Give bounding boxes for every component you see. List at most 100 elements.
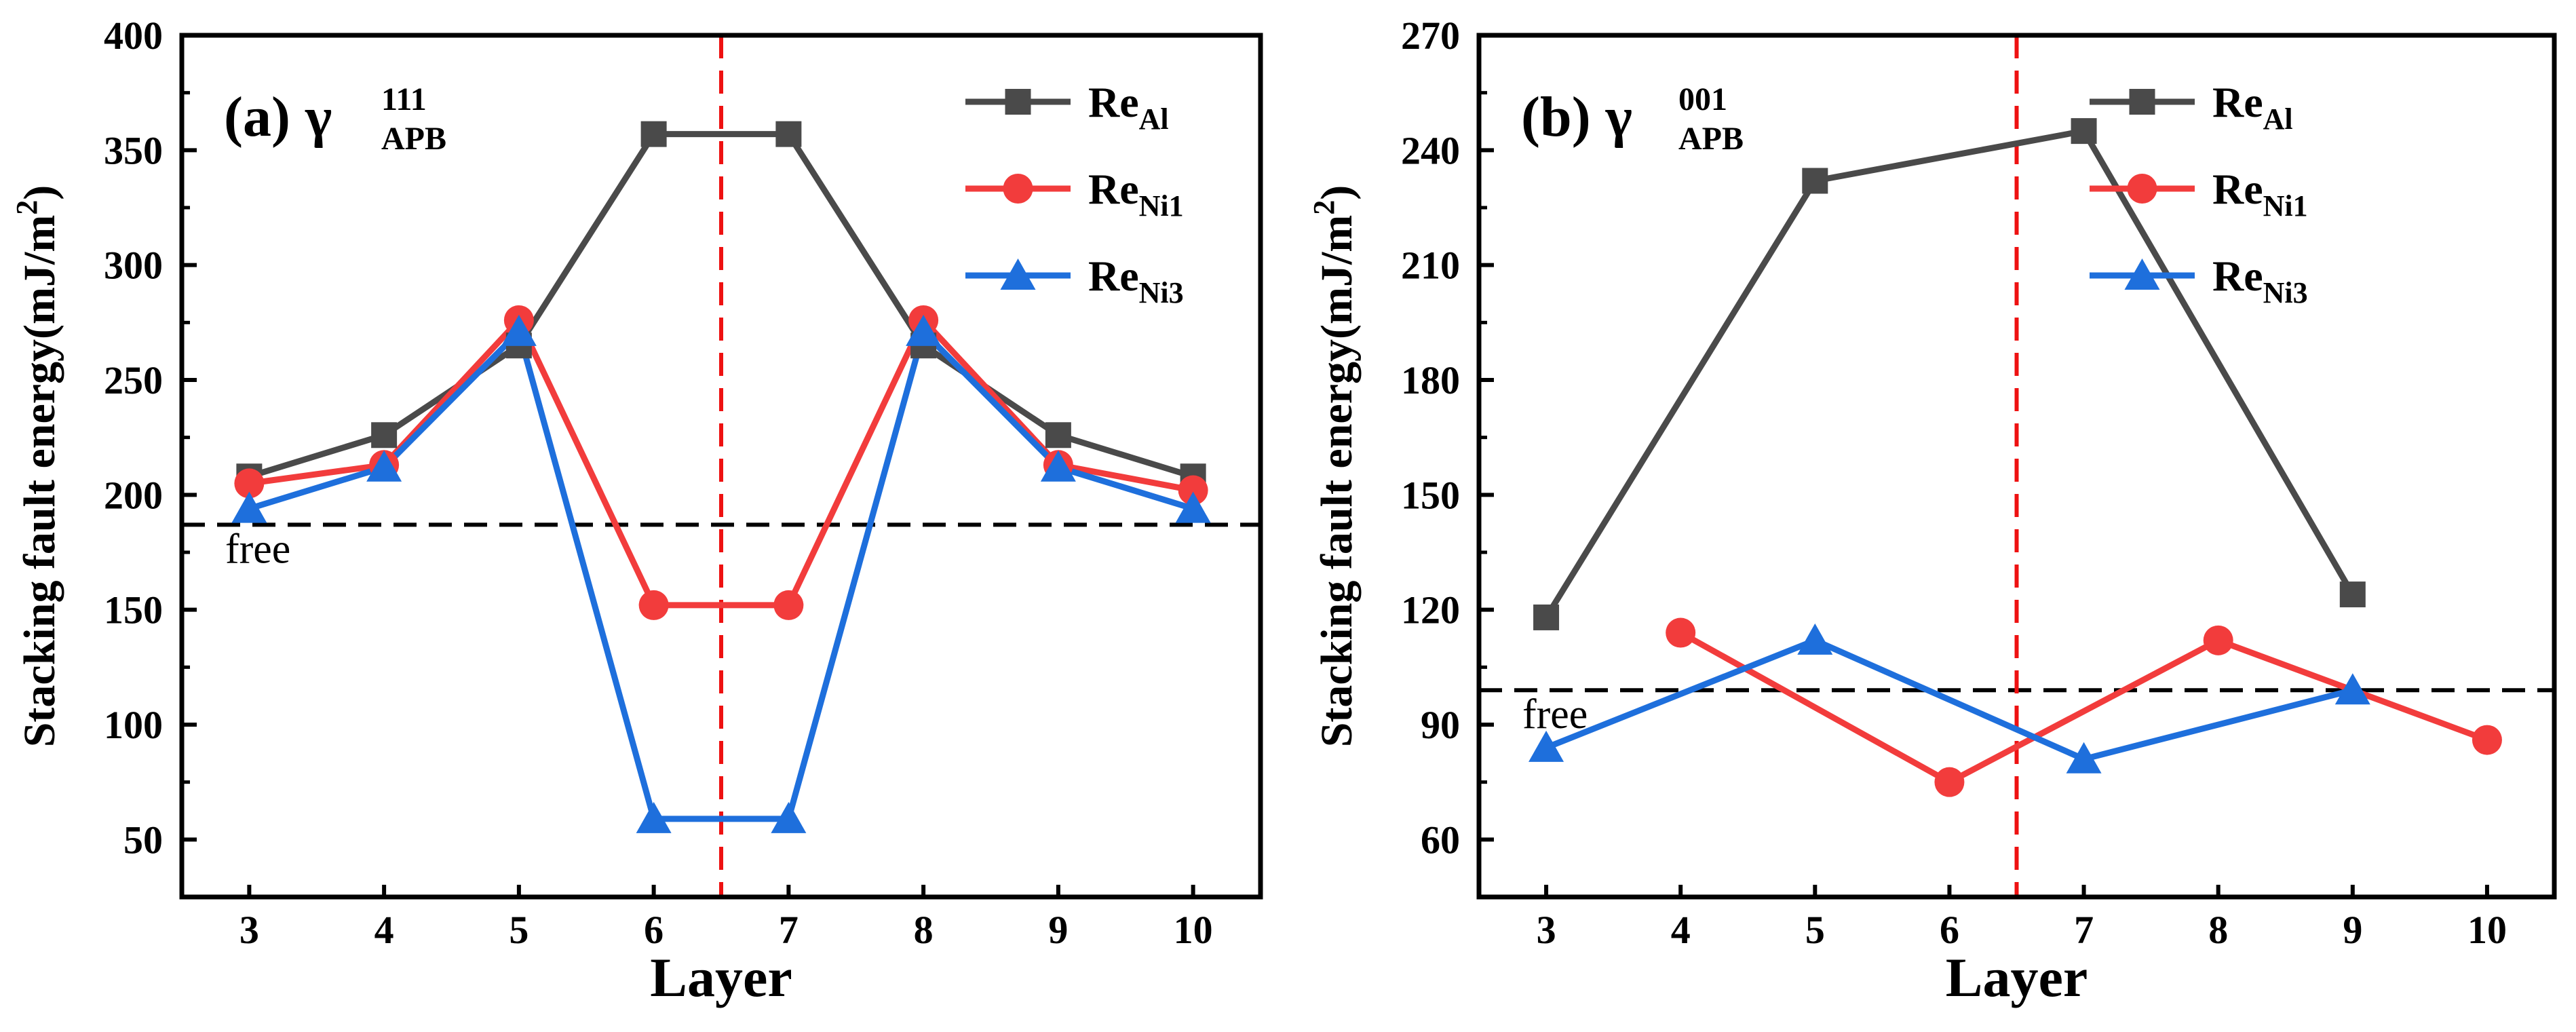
data-point-re-ni1-layer-7 [773,590,804,620]
series-line-re-ni3 [248,328,1194,822]
legend-label-sub: Al [2263,102,2293,136]
data-point-re-al-layer-9 [1045,422,1071,448]
legend-label: ReAl [2212,78,2293,136]
x-tick-label: 5 [509,908,528,952]
x-axis-title: Layer [1946,947,2088,1008]
y-tick-label: 270 [1401,14,1460,58]
x-tick-label: 4 [1671,908,1691,952]
y-tick-label: 120 [1401,588,1460,632]
x-tick-label: 8 [2208,908,2228,952]
legend-marker [2127,174,2157,204]
data-point-re-ni1-layer-6 [1934,767,1965,797]
legend-label-sub: Ni3 [1139,276,1184,309]
legend-label-sub: Ni3 [2263,276,2308,309]
gamma-superscript: 111 [381,81,427,117]
legend-item-re-ni3: ReNi3 [2090,252,2308,309]
series-line-re-ni3 [1545,637,2353,763]
data-point-re-ni3-layer-9 [2334,673,2370,705]
data-point-re-al-layer-5 [1802,168,1828,194]
y-axis-title: Stacking fault energy(mJ/m2) [10,185,64,748]
legend-marker [1003,174,1033,204]
data-point-re-al-layer-6 [640,121,667,147]
legend-marker [1005,89,1031,115]
legend-marker [2124,259,2160,290]
chart-panel-a: free 3 4 5 6 7 8 9 10 50 100 150 200 250 300 350 400 Laye… [10,14,1263,1008]
legend-label: ReAl [1088,78,1169,136]
x-axis-title: Layer [650,947,792,1008]
data-point-re-al-layer-3 [1533,604,1560,630]
y-axis-title-close: ) [15,185,64,200]
y-tick-label: 150 [104,588,163,632]
y-tick-label: 350 [104,128,163,172]
data-point-re-ni3-layer-10 [1175,491,1211,523]
gamma-symbol: γ [1605,85,1632,149]
y-tick-label: 60 [1421,818,1460,862]
legend-label: ReNi3 [2212,252,2308,309]
data-point-re-ni1-layer-8 [2203,625,2233,655]
series-markers-re-ni3 [231,314,1211,833]
panel-annotation: (a) γ [224,85,332,149]
panel-annotation: (b) γ [1521,85,1632,149]
gamma-subscript: APB [381,121,446,157]
gamma-symbol: γ [305,85,332,149]
data-point-re-ni3-layer-9 [1040,450,1076,482]
data-point-re-ni3-layer-3 [1529,730,1564,762]
legend-item-re-al: ReAl [965,78,1169,136]
data-point-re-al-layer-4 [371,422,398,448]
y-tick-label: 240 [1401,128,1460,172]
legend-label: ReNi1 [2212,165,2308,223]
data-point-re-ni3-layer-7 [2066,742,2102,773]
data-point-re-ni1-layer-10 [2472,725,2502,755]
free-label: free [225,526,290,572]
data-point-re-al-layer-7 [2071,118,2097,145]
free-label: free [1522,691,1588,738]
x-tick-label: 6 [1940,908,1959,952]
legend-item-re-al: ReAl [2090,78,2293,136]
data-point-re-ni1-layer-6 [638,590,669,620]
series-line-re-al [1543,128,2356,619]
data-point-re-al-layer-7 [775,121,802,147]
x-tick-label: 7 [779,908,799,952]
x-tick-label: 5 [1805,908,1825,952]
y-axis-title-text: Stacking fault energy(mJ/m [15,215,64,748]
x-tick-label: 10 [1174,908,1213,952]
plot-frame [179,33,1263,900]
x-tick-label: 7 [2074,908,2094,952]
x-tick-label: 9 [1048,908,1068,952]
y-tick-label: 200 [104,473,163,517]
legend-label-base: Re [1088,165,1139,213]
y-tick-label: 100 [104,703,163,747]
legend-marker [2129,89,2155,115]
data-point-re-ni1-layer-10 [1178,475,1208,505]
legend-label-sub: Ni1 [2263,189,2308,223]
legend-item-re-ni3: ReNi3 [965,252,1184,309]
x-tick-label: 3 [1537,908,1556,952]
y-axis-title-superscript: 2 [10,200,43,215]
y-axis-title-close: ) [1312,185,1362,200]
x-tick-label: 10 [2467,908,2507,952]
x-tick-label: 9 [2343,908,2362,952]
series-markers-re-ni3 [1529,623,2370,773]
panel-label: (a) [224,85,290,149]
legend-label-base: Re [2212,252,2263,300]
y-tick-label: 180 [1401,358,1460,402]
x-tick-label: 4 [374,908,394,952]
data-point-re-ni1-layer-4 [1666,617,1696,648]
y-axis-title-text: Stacking fault energy(mJ/m [1312,215,1362,748]
legend-marker [1000,259,1036,290]
gamma-superscript: 001 [1678,81,1727,117]
data-point-re-ni3-layer-5 [501,314,537,346]
data-point-re-ni3-layer-3 [231,491,267,523]
y-tick-label: 250 [104,358,163,402]
chart-panel-b: free 3 4 5 6 7 8 9 10 60 90 120 150 180 210 240 270 Layer… [1307,14,2557,1008]
data-point-re-ni1-layer-3 [234,468,265,499]
legend-label-base: Re [1088,252,1139,300]
data-point-re-ni3-layer-8 [906,314,942,346]
legend-label-sub: Al [1139,102,1169,136]
y-tick-label: 400 [104,14,163,58]
gamma-subscript: APB [1678,121,1744,157]
